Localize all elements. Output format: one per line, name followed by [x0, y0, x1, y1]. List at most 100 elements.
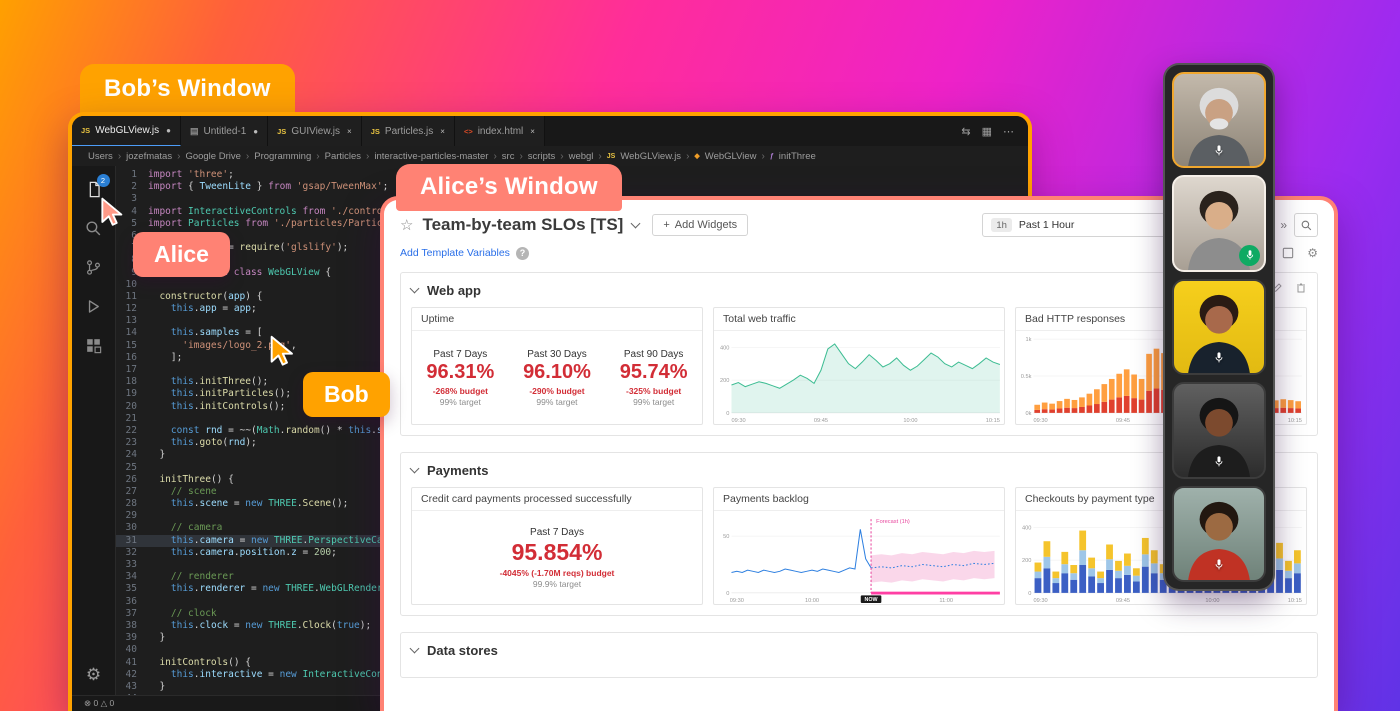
video-tile-participant-4[interactable] — [1172, 382, 1266, 479]
code-token: z — [291, 546, 297, 558]
svg-text:10:00: 10:00 — [805, 598, 819, 604]
code-token: . — [371, 424, 377, 436]
section-header-data-stores[interactable]: Data stores — [409, 633, 1307, 667]
code-line-41: 41 initControls() { — [116, 657, 1028, 669]
editor-tab-untitled-1[interactable]: ▤ Untitled-1 ● — [180, 116, 269, 146]
video-tile-participant-3[interactable] — [1172, 278, 1266, 376]
modified-dot-icon[interactable]: ● — [253, 126, 259, 136]
code-token: = ~~( — [222, 424, 257, 436]
alice-window-label-text: Alice’s Window — [420, 173, 598, 200]
breadcrumb-item[interactable]: Programming — [254, 150, 312, 162]
mic-icon[interactable] — [1213, 351, 1226, 369]
breadcrumb-item[interactable]: Particles — [324, 150, 362, 162]
dashboard-search-button[interactable] — [1294, 213, 1318, 237]
help-icon[interactable]: ? — [515, 246, 529, 260]
breadcrumb-item[interactable]: webgl — [568, 150, 594, 162]
code-token: this — [348, 424, 372, 436]
section-collapse-chevron-icon[interactable] — [409, 643, 420, 653]
problems-counter[interactable]: ⊗ 0 △ 0 — [84, 698, 115, 708]
code-token — [148, 340, 182, 352]
run-debug-icon[interactable] — [83, 295, 105, 317]
widget-total-web-traffic[interactable]: Total web traffic 0 200 400 09:30 09:45 10:00 1… — [713, 307, 1005, 425]
modified-dot-icon[interactable]: ● — [166, 126, 171, 135]
line-number: 12 — [125, 303, 137, 315]
close-tab-icon[interactable]: × — [440, 126, 445, 136]
code-line-27: 27 // scene — [116, 486, 1028, 498]
editor-tab-particles-js[interactable]: JS Particles.js × — [361, 116, 455, 146]
editor-layout-icon[interactable]: ▦ — [981, 125, 992, 138]
mic-on-badge-icon[interactable] — [1239, 244, 1260, 266]
video-tile-participant-1[interactable] — [1172, 72, 1266, 169]
breadcrumb-item[interactable]: WebGLView — [704, 150, 757, 162]
add-template-variables-link[interactable]: Add Template Variables — [400, 247, 510, 259]
line-number: 41 — [125, 656, 137, 668]
title-dropdown-chevron-icon[interactable] — [630, 218, 641, 228]
explorer-icon[interactable]: 2 — [83, 174, 110, 200]
code-token: WebGLView — [268, 266, 320, 278]
breadcrumb-item[interactable]: scripts — [527, 150, 556, 162]
breadcrumb-item[interactable]: interactive-particles-master — [374, 150, 489, 162]
add-widgets-button[interactable]: + Add Widgets — [652, 214, 749, 236]
section-collapse-chevron-icon[interactable] — [409, 463, 420, 473]
section-header-payments[interactable]: Payments — [409, 453, 1307, 487]
line-number: 27 — [125, 485, 137, 497]
code-token: . — [296, 619, 303, 631]
breadcrumb-item[interactable]: WebGLView.js — [620, 150, 682, 162]
extensions-icon[interactable] — [83, 334, 105, 356]
source-control-icon[interactable] — [83, 256, 105, 278]
split-editor-icon[interactable]: ⇆ — [961, 125, 971, 138]
line-number: 16 — [125, 351, 137, 363]
section-collapse-chevron-icon[interactable] — [409, 283, 420, 293]
bob-window-label: Bob’s Window — [80, 64, 295, 118]
editor-tab-guiview-js[interactable]: JS GUIView.js × — [268, 116, 362, 146]
dashboard-subheader: Add Template Variables ? ⚙ — [384, 239, 1334, 260]
code-token: } — [250, 181, 269, 193]
close-tab-icon[interactable]: × — [530, 126, 535, 136]
editor-tab-webglview-js[interactable]: JS WebGLView.js ● — [72, 116, 181, 146]
section-title: Web app — [427, 282, 481, 298]
file-file-icon: ▤ — [189, 125, 199, 136]
widget-uptime[interactable]: Uptime Past 7 Days 96.31% -268% budget 99% t… — [411, 307, 703, 425]
settings-gear-icon[interactable]: ⚙ — [85, 665, 102, 684]
close-tab-icon[interactable]: × — [347, 126, 352, 136]
video-tile-participant-5[interactable] — [1172, 485, 1266, 583]
widget-title: Total web traffic — [714, 308, 1004, 331]
code-token: (); — [273, 388, 292, 400]
line-number: 42 — [125, 668, 137, 680]
delete-icon[interactable] — [1295, 281, 1307, 299]
code-token: Math — [256, 424, 280, 436]
breadcrumb-item[interactable]: src — [501, 150, 515, 162]
code-token: goto — [199, 437, 223, 449]
widget-title: Payments backlog — [714, 488, 1004, 511]
breadcrumb-item[interactable]: Users — [88, 150, 113, 162]
code-token: . — [193, 534, 200, 546]
slo-value: 96.10% — [523, 360, 591, 383]
widget-payments-backlog[interactable]: Payments backlog 0 50 Forecast (1h) 09:30 10:… — [713, 487, 1005, 605]
code-token: . — [296, 498, 303, 510]
slo-value: 95.854% — [511, 538, 603, 565]
code-token: () * — [319, 424, 349, 436]
editor-tab-index-html[interactable]: <> index.html × — [454, 116, 545, 146]
mic-icon[interactable] — [1213, 144, 1226, 162]
tab-label: Untitled-1 — [203, 125, 247, 137]
time-range-picker[interactable]: 1h Past 1 Hour — [982, 213, 1245, 237]
more-actions-icon[interactable]: ⋯ — [1003, 125, 1014, 138]
widget-credit-card-payments-processed-successfully[interactable]: Credit card payments processed successfu… — [411, 487, 703, 605]
breadcrumb-item[interactable]: jozefmatas — [126, 150, 173, 162]
code-token: ]; — [148, 351, 183, 363]
breadcrumb-item[interactable]: Google Drive — [185, 150, 241, 162]
dashboard-settings-gear-icon[interactable]: ⚙ — [1307, 246, 1318, 260]
mic-icon[interactable] — [1213, 558, 1226, 576]
line-number: 37 — [125, 607, 137, 619]
code-token: THREE — [268, 619, 297, 631]
widget-body: Past 7 Days 96.31% -268% budget 99% target P… — [412, 331, 702, 424]
mic-icon[interactable] — [1213, 455, 1226, 473]
video-tile-participant-2[interactable] — [1172, 175, 1266, 272]
breadcrumb-item[interactable]: initThree — [778, 150, 816, 162]
svg-text:10:15: 10:15 — [1288, 598, 1302, 604]
code-token: ); — [336, 242, 349, 254]
fullscreen-icon[interactable] — [1281, 246, 1295, 260]
search-icon[interactable] — [83, 217, 105, 239]
favorite-star-icon[interactable]: ☆ — [400, 217, 414, 234]
forward-arrows-icon[interactable]: » — [1280, 218, 1287, 232]
